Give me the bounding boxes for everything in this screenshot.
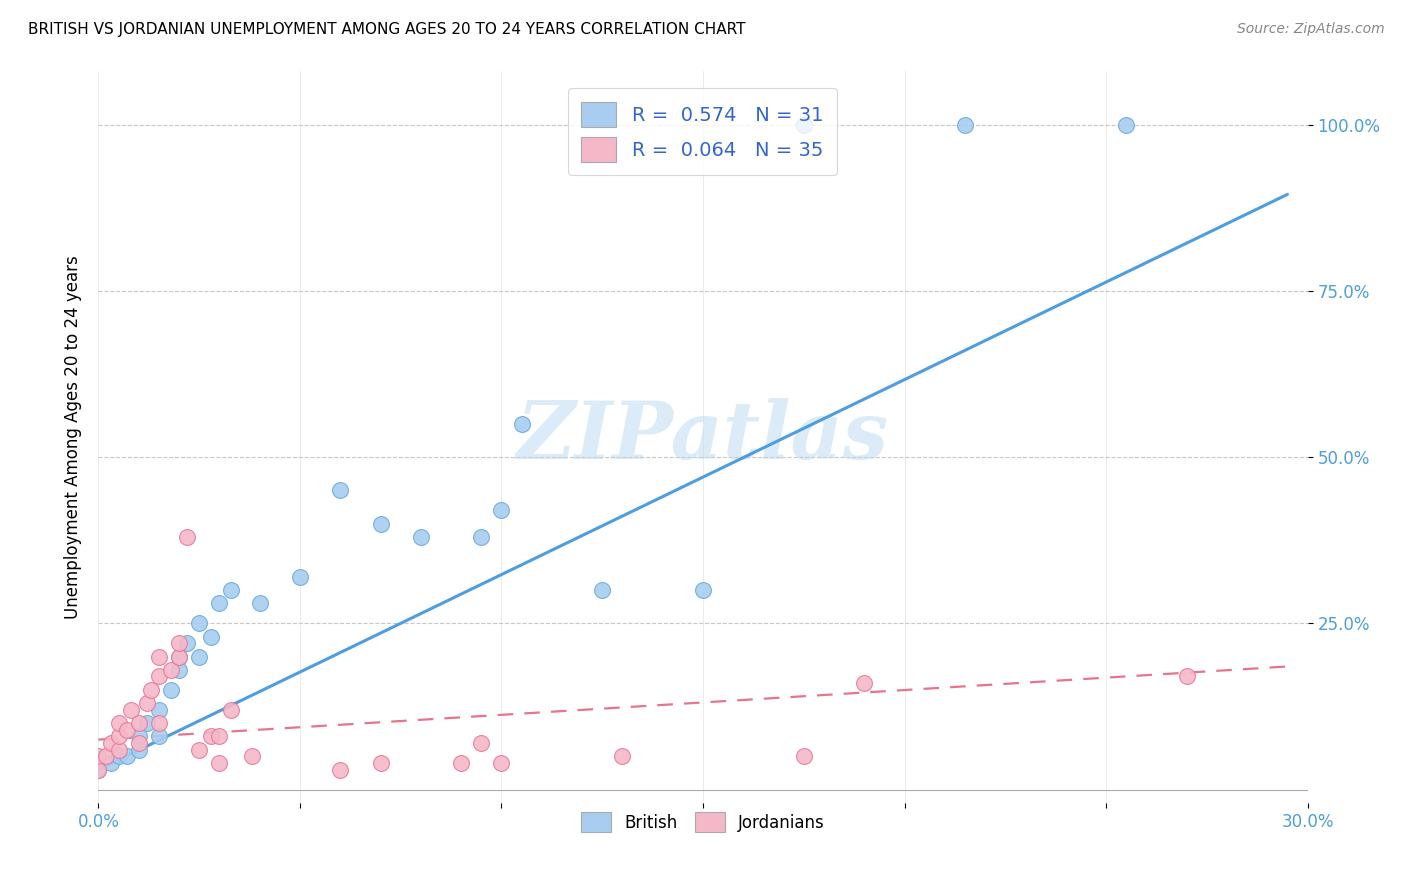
Point (128, 729, 150, 743)
Point (167, 649, 190, 664)
Point (107, 716, 129, 731)
Point (470, 530, 492, 544)
Point (107, 749, 129, 764)
Point (853, 676, 876, 690)
Point (160, 663, 183, 677)
Point (591, 582, 613, 597)
Point (128, 736, 150, 750)
Point (1115, 118, 1137, 132)
Point (107, 729, 129, 743)
Point (188, 649, 211, 664)
Point (953, 118, 976, 132)
Point (221, 703, 243, 717)
Point (128, 742, 150, 756)
Text: ZIPatlas: ZIPatlas (517, 399, 889, 475)
Point (200, 729, 222, 743)
Point (148, 649, 170, 664)
Point (329, 483, 352, 498)
Point (87, 763, 110, 777)
Point (249, 596, 271, 610)
Point (188, 742, 211, 756)
Point (100, 756, 122, 770)
Point (491, 756, 513, 770)
Point (148, 669, 170, 683)
Point (208, 756, 231, 770)
Point (176, 530, 198, 544)
Point (167, 649, 190, 664)
Point (120, 703, 142, 717)
Point (176, 636, 198, 650)
Point (692, 582, 714, 597)
Point (87, 763, 110, 777)
Point (288, 570, 311, 584)
Point (370, 516, 392, 531)
Point (167, 636, 190, 650)
Point (96, 749, 118, 764)
Point (208, 596, 231, 610)
Point (793, 749, 815, 764)
Text: Source: ZipAtlas.com: Source: ZipAtlas.com (1237, 22, 1385, 37)
Point (139, 682, 162, 697)
Point (188, 616, 211, 631)
Point (208, 729, 231, 743)
Point (450, 756, 472, 770)
Point (240, 749, 263, 764)
Point (87, 749, 110, 764)
Point (370, 756, 392, 770)
Point (128, 716, 150, 731)
Point (612, 749, 634, 764)
Point (100, 736, 122, 750)
Point (160, 682, 183, 697)
Point (135, 716, 157, 731)
Point (115, 723, 138, 737)
Point (200, 630, 222, 644)
Point (148, 703, 170, 717)
Point (491, 503, 513, 517)
Point (510, 417, 533, 431)
Point (167, 663, 190, 677)
Point (329, 763, 352, 777)
Text: BRITISH VS JORDANIAN UNEMPLOYMENT AMONG AGES 20 TO 24 YEARS CORRELATION CHART: BRITISH VS JORDANIAN UNEMPLOYMENT AMONG … (28, 22, 745, 37)
Point (793, 118, 815, 132)
Point (1175, 669, 1198, 683)
Point (115, 749, 138, 764)
Point (148, 716, 170, 731)
Point (221, 582, 243, 597)
Legend: British, Jordanians: British, Jordanians (575, 805, 831, 838)
Point (107, 742, 129, 756)
Y-axis label: Unemployment Among Ages 20 to 24 years: Unemployment Among Ages 20 to 24 years (63, 255, 82, 619)
Point (135, 696, 157, 710)
Point (470, 736, 492, 750)
Point (409, 530, 432, 544)
Point (148, 729, 170, 743)
